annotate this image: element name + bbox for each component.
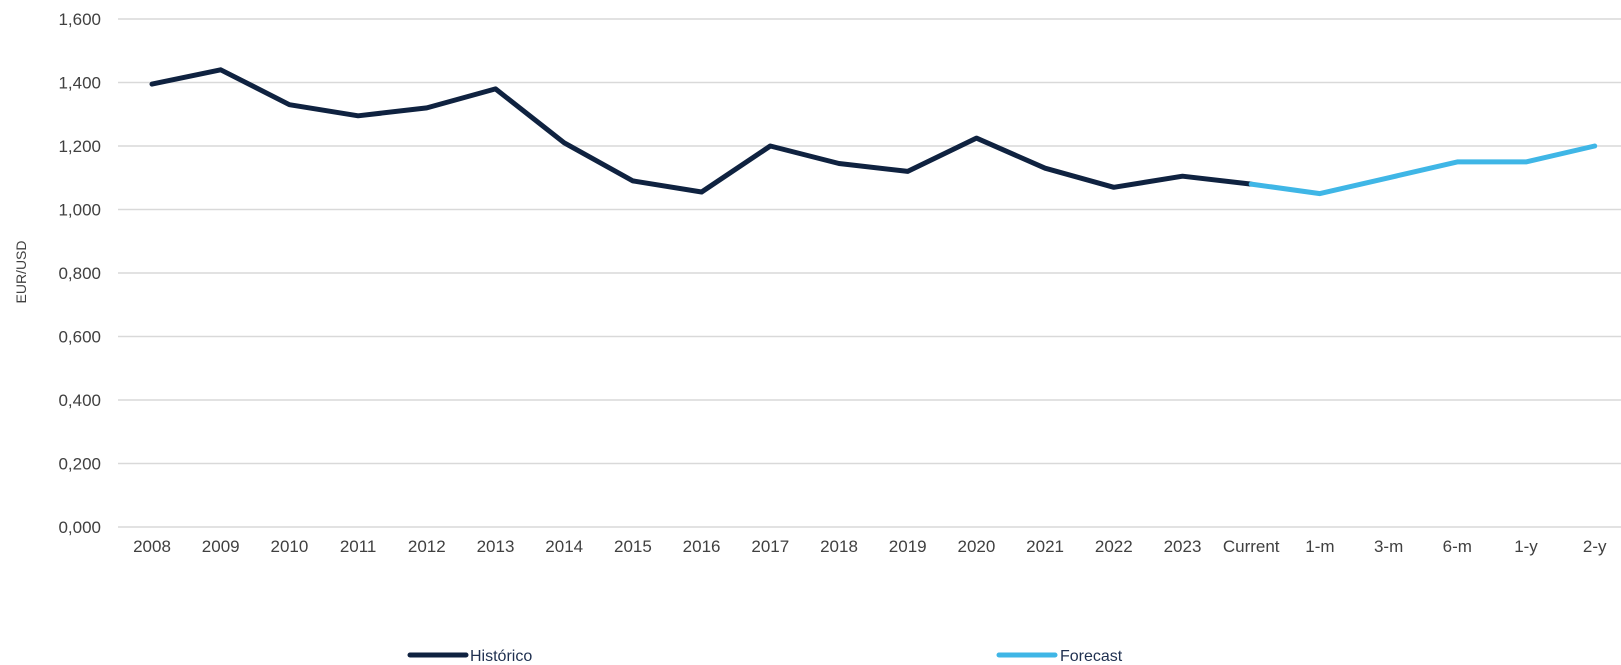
gridlines bbox=[118, 18, 1621, 528]
x-tick-label: 2017 bbox=[751, 537, 789, 556]
legend-item-historico: Histórico bbox=[407, 648, 532, 665]
x-tick-label: 2-y bbox=[1583, 537, 1607, 556]
series-lines bbox=[149, 67, 1598, 197]
y-tick-label: 1,000 bbox=[58, 201, 101, 220]
x-tick-label: 1-m bbox=[1305, 537, 1334, 556]
x-tick-label: 2018 bbox=[820, 537, 858, 556]
x-tick-label: 2013 bbox=[477, 537, 515, 556]
y-tick-label: 0,600 bbox=[58, 328, 101, 347]
legend-item-forecast: Forecast bbox=[996, 648, 1123, 665]
x-tick-label: 6-m bbox=[1443, 537, 1472, 556]
x-tick-label: 2008 bbox=[133, 537, 171, 556]
x-tick-label: 3-m bbox=[1374, 537, 1403, 556]
x-tick-label: 1-y bbox=[1514, 537, 1538, 556]
x-tick-label: 2016 bbox=[683, 537, 721, 556]
x-tick-label: 2015 bbox=[614, 537, 652, 556]
x-tick-label: 2012 bbox=[408, 537, 446, 556]
series-line-forecast bbox=[1248, 143, 1598, 197]
y-tick-label: 0,200 bbox=[58, 455, 101, 474]
y-tick-label: 1,200 bbox=[58, 137, 101, 156]
x-tick-label: 2011 bbox=[340, 537, 377, 556]
x-tick-label: 2009 bbox=[202, 537, 240, 556]
x-tick-label: 2014 bbox=[545, 537, 583, 556]
x-tick-label: 2010 bbox=[270, 537, 308, 556]
legend-label-forecast: Forecast bbox=[1060, 648, 1123, 665]
y-tick-label: 0,800 bbox=[58, 264, 101, 283]
y-tick-label: 0,000 bbox=[58, 518, 101, 537]
x-tick-label: 2019 bbox=[889, 537, 927, 556]
x-tick-label: 2020 bbox=[957, 537, 995, 556]
y-tick-label: 1,400 bbox=[58, 74, 101, 93]
legend: Histórico Forecast bbox=[407, 648, 1123, 665]
x-tick-labels: 2008 2009 2010 2011 2012 2013 2014 2015 2016 2017… bbox=[133, 537, 1607, 556]
x-tick-label: 2023 bbox=[1164, 537, 1202, 556]
x-tick-label: 2021 bbox=[1026, 537, 1064, 556]
legend-label-historico: Histórico bbox=[470, 648, 532, 665]
y-tick-label: 1,600 bbox=[58, 10, 101, 29]
series-line-historico bbox=[149, 67, 1254, 195]
y-tick-labels: 0,000 0,200 0,400 0,600 0,800 1,000 1,200 1,400… bbox=[58, 10, 101, 537]
y-axis-title: EUR/USD bbox=[13, 240, 29, 303]
x-tick-label: Current bbox=[1223, 537, 1280, 556]
x-tick-label: 2022 bbox=[1095, 537, 1133, 556]
y-tick-label: 0,400 bbox=[58, 391, 101, 410]
